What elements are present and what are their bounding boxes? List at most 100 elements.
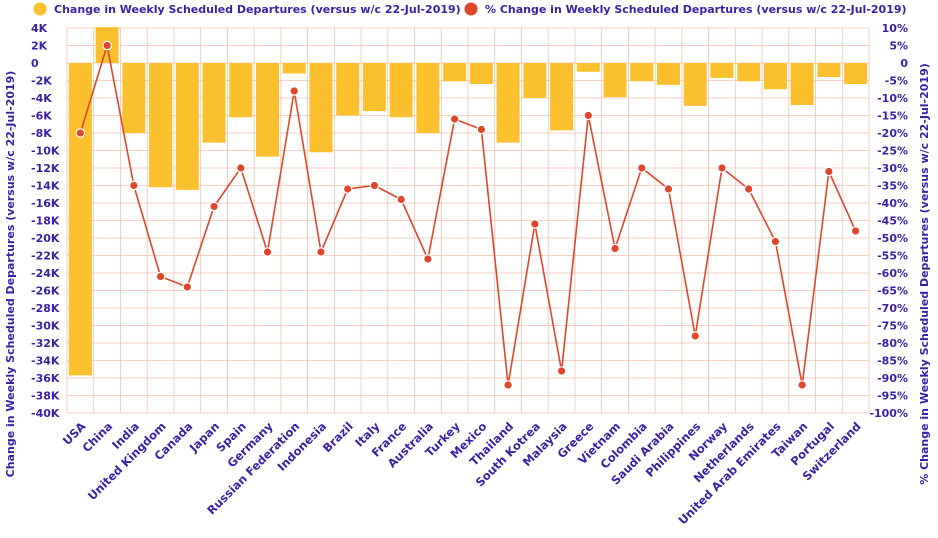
right-tick-label: 5% [889,40,908,53]
right-tick-label: -60% [877,267,908,280]
right-tick-label: -75% [877,320,908,333]
line-point [743,184,754,194]
line-point [717,163,727,173]
bar [576,63,600,72]
left-tick-label: -36K [31,372,60,385]
left-tick-label: -10K [31,145,60,158]
right-tick-label: 0 [900,57,908,70]
right-tick-label: -40% [877,197,908,210]
bar [790,63,814,105]
bar [362,63,386,112]
legend-bar-label: Change in Weekly Scheduled Departures (v… [54,3,461,16]
bar [389,63,413,118]
bar [630,63,654,82]
bar [710,63,734,78]
bar [817,63,841,77]
right-tick-label: 10% [882,22,908,35]
left-tick-label: 2K [31,40,48,53]
line-point [797,380,807,390]
bar [68,63,92,376]
bar [683,63,707,106]
line-point [369,180,380,191]
bar [737,63,761,82]
right-tick-label: -100% [869,407,908,420]
left-tick-label: -30K [31,320,60,333]
left-tick-label: -26K [31,285,60,298]
right-tick-label: -95% [877,390,908,403]
left-tick-label: -32K [31,337,60,350]
bar [202,63,226,143]
bar [149,63,173,188]
left-axis: 4K 2K 0 -2K -4K -6K -8K -10K -12K -14K -16K -18K -20… [31,22,60,420]
right-tick-label: -65% [877,285,908,298]
line-point [530,219,540,229]
line-point [636,163,647,173]
line-point [102,40,112,51]
right-tick-label: -5% [885,75,908,88]
right-axis: 10% 5% 0 -5% -10% -15% -20% -25% -30% -35% -40% -45… [869,22,908,420]
left-tick-label: -8K [31,127,52,140]
legend: Change in Weekly Scheduled Departures (v… [33,2,907,16]
line-point [235,163,246,173]
line-point [182,282,193,292]
bar [469,63,493,84]
left-tick-label: -38K [31,390,60,403]
right-tick-label: -45% [877,215,908,228]
bar [443,63,467,82]
line-point [396,194,406,205]
bar [496,63,520,143]
series-line [79,45,857,386]
line-point [770,236,781,247]
bar [550,63,574,131]
right-tick-label: -90% [877,372,908,385]
left-tick-label: -6K [31,110,52,123]
line-point [316,247,326,257]
left-axis-title: Change in Weekly Scheduled Departures (v… [4,71,17,478]
line-point [690,331,701,341]
left-tick-label: -14K [31,180,60,193]
left-tick-label: 0 [31,57,39,70]
right-tick-label: -25% [877,145,908,158]
left-tick-label: -22K [31,250,60,263]
left-tick-label: -34K [31,355,60,368]
line-point [476,124,487,135]
line-point [663,184,674,194]
right-tick-label: -70% [877,302,908,315]
right-tick-label: -20% [877,127,908,140]
bar [416,63,440,133]
right-axis-title: % Change in Weekly Scheduled Departures … [918,63,931,485]
line-point [155,271,166,282]
left-tick-label: -24K [31,267,60,280]
line-point [289,86,300,96]
left-tick-label: -4K [31,92,52,105]
line-point [342,184,353,194]
category-label: China [79,419,115,455]
right-tick-label: -50% [877,232,908,245]
legend-bar-swatch [33,2,47,16]
line-point [75,128,86,138]
category-label: Japan [186,419,222,455]
bar [844,63,868,84]
right-tick-label: -10% [877,92,908,105]
right-tick-label: -80% [877,337,908,350]
line-point [503,380,513,390]
bar [175,63,199,190]
right-tick-label: -30% [877,162,908,175]
right-tick-label: -35% [877,180,908,193]
left-tick-label: -20K [31,232,60,245]
bar [309,63,333,153]
category-label: Brazil [320,419,356,455]
bar [282,63,306,74]
bar [229,63,253,118]
line-point [610,243,620,254]
bar [523,63,547,98]
bar [763,63,787,90]
left-tick-label: -18K [31,215,60,228]
line-point [129,180,139,191]
legend-line-label: % Change in Weekly Scheduled Departures … [485,3,907,16]
line-layer [75,40,861,390]
line-point [423,254,433,264]
line-point [556,366,567,376]
line-point [824,166,834,177]
